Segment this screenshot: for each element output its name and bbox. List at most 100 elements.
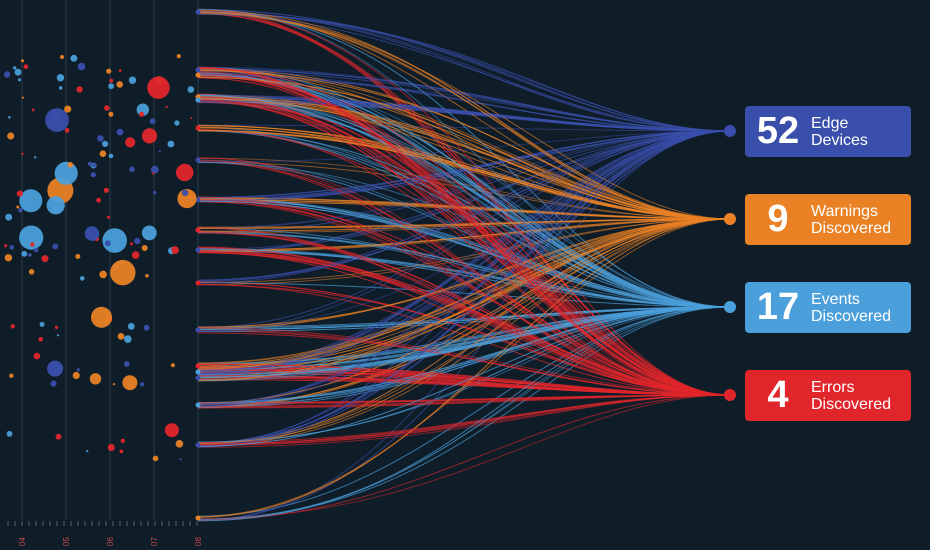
flow-curve: [197, 130, 731, 281]
bubble: [149, 118, 156, 125]
axis-label: 08: [194, 537, 203, 546]
card-label: Events Discovered: [811, 291, 891, 325]
bubble: [152, 455, 159, 462]
flow-curve: [197, 157, 731, 396]
flow-curve: [197, 77, 731, 132]
bubble: [50, 380, 57, 387]
flow-curve: [197, 306, 731, 521]
flow-curve: [197, 98, 731, 220]
card-label-line: Discovered: [811, 395, 892, 413]
flow-curve: [197, 130, 731, 282]
bubble: [6, 430, 13, 437]
bubble: [128, 76, 137, 84]
flow-curve: [197, 394, 731, 520]
bubble: [103, 187, 109, 193]
bubble: [104, 240, 111, 247]
flow-curve: [197, 12, 731, 132]
flow-curve: [197, 66, 731, 396]
source-node: [195, 97, 201, 103]
bubble: [170, 363, 175, 368]
source-node: [195, 227, 201, 233]
flow-curve: [197, 200, 731, 308]
bubble: [129, 166, 135, 173]
bubble: [165, 105, 168, 108]
bubble: [164, 423, 179, 438]
bubble: [56, 74, 65, 82]
source-node: [195, 280, 201, 286]
bubble: [139, 111, 145, 117]
bubble: [90, 172, 96, 178]
flow-curve: [197, 394, 731, 446]
flow-curve: [197, 71, 731, 396]
bubble: [134, 237, 141, 245]
bubble: [64, 105, 72, 113]
axis-label: 07: [150, 537, 159, 546]
card-label: Edge Devices: [811, 115, 868, 149]
flow-curve: [197, 8, 731, 132]
axis-label: 05: [62, 537, 71, 546]
bubble: [124, 335, 132, 343]
flow-curve: [197, 306, 731, 521]
flow-curve: [197, 306, 731, 443]
card-number: 9: [767, 198, 789, 240]
bubble: [23, 64, 29, 70]
bubble: [76, 368, 80, 372]
flow-curve: [197, 130, 731, 229]
bubble: [89, 373, 102, 385]
flow-curve: [197, 394, 731, 404]
source-node: [195, 9, 201, 15]
source-node: [195, 402, 201, 408]
card-label-line: Events: [811, 290, 860, 308]
flow-curve: [197, 74, 731, 308]
bubble: [150, 165, 159, 174]
bubble: [21, 152, 24, 155]
bubble: [118, 69, 122, 72]
flow-curve: [197, 9, 731, 396]
target-node: [724, 301, 736, 313]
flow-curve: [197, 129, 731, 308]
source-node: [195, 67, 201, 73]
flow-curves: [197, 8, 731, 522]
flow-curve: [197, 130, 731, 252]
bubble: [145, 274, 149, 278]
summary-card: 17 Events Discovered: [745, 282, 911, 333]
flow-curve: [197, 9, 731, 396]
bubble: [14, 68, 22, 76]
summary-card: 52 Edge Devices: [745, 106, 911, 157]
bubble: [3, 71, 11, 78]
flow-curve: [197, 218, 731, 404]
flow-curve: [197, 70, 731, 220]
bubble: [104, 105, 110, 111]
bubble: [106, 68, 112, 74]
source-node: [195, 327, 201, 333]
bubble: [117, 333, 125, 340]
bubble: [141, 245, 148, 251]
flow-curve: [197, 124, 731, 132]
bubble: [107, 444, 115, 451]
bubble: [31, 108, 35, 112]
bubble: [86, 450, 89, 453]
bubble: [187, 86, 195, 93]
flow-curve: [197, 129, 731, 220]
source-node: [195, 515, 201, 521]
bubble: [176, 163, 194, 182]
card-number: 52: [756, 110, 800, 152]
flow-curve: [197, 306, 731, 447]
summary-card: 9 Warnings Discovered: [745, 194, 911, 245]
source-node: [195, 247, 201, 253]
bubble: [33, 352, 41, 360]
bubble: [116, 128, 124, 136]
bubble: [54, 325, 59, 329]
card-label-line: Warnings: [811, 202, 878, 220]
bubble: [108, 153, 114, 159]
flow-curve: [197, 12, 731, 220]
bubble: [46, 196, 65, 215]
bubble: [108, 83, 114, 90]
bubble: [167, 140, 175, 148]
flow-curve: [197, 77, 731, 396]
flow-curve: [197, 218, 731, 328]
flow-curve: [197, 232, 731, 308]
flow-curve: [197, 375, 731, 396]
bubble: [109, 78, 114, 83]
